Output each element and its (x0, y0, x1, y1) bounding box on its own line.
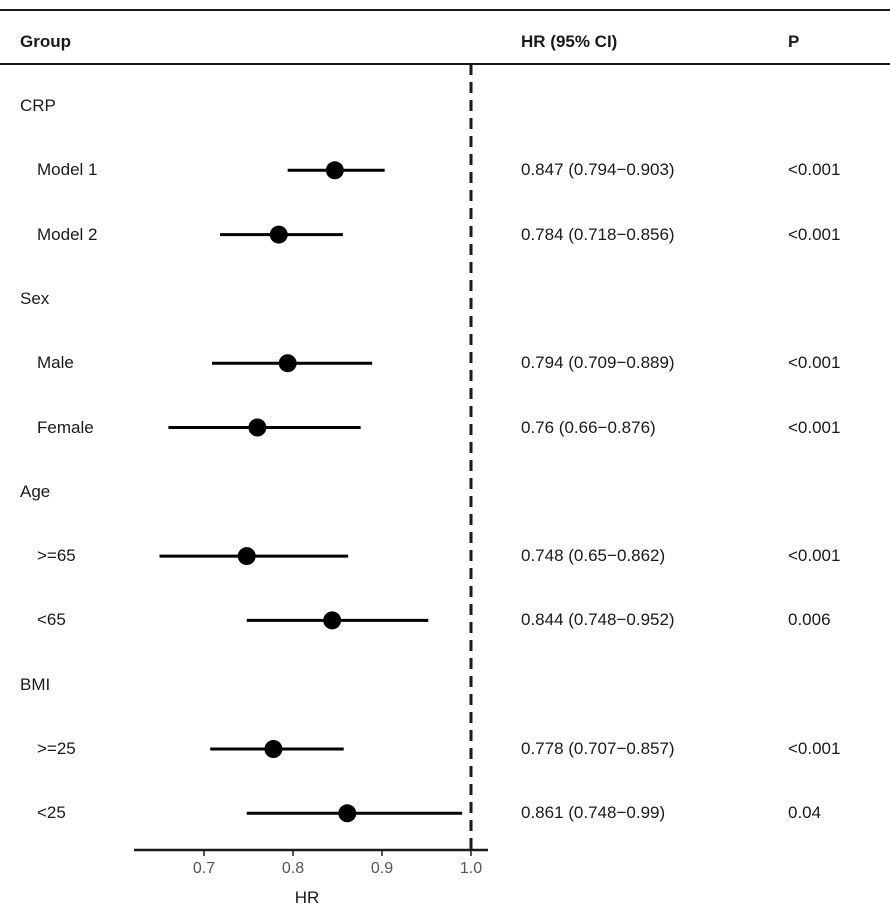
hr-ci-text: 0.847 (0.794−0.903) (521, 160, 675, 180)
row-label: Male (37, 353, 74, 373)
hr-point (323, 611, 342, 630)
group-label: CRP (20, 96, 56, 115)
hr-ci-text: 0.784 (0.718−0.856) (521, 224, 675, 244)
hr-ci-text: 0.794 (0.709−0.889) (521, 353, 675, 373)
x-tick-label: 0.9 (371, 860, 393, 877)
row-label: Female (37, 417, 94, 437)
p-value: <0.001 (788, 546, 841, 566)
hr-point (338, 804, 357, 823)
hr-ci-text: 0.748 (0.65−0.862) (521, 546, 666, 566)
p-value: <0.001 (788, 417, 841, 437)
p-value: <0.001 (788, 739, 841, 758)
header-p: P (788, 32, 800, 51)
p-value: 0.04 (788, 803, 822, 823)
row-label: >=65 (37, 546, 76, 566)
row-label: >=25 (37, 739, 76, 758)
row-label: <25 (37, 803, 66, 823)
hr-point (278, 354, 297, 373)
hr-ci-text: 0.861 (0.748−0.99) (521, 803, 666, 823)
group-label: BMI (20, 674, 51, 694)
p-value: 0.006 (788, 610, 831, 630)
hr-point (237, 547, 256, 566)
hr-ci-text: 0.76 (0.66−0.876) (521, 417, 656, 437)
row-label: <65 (37, 610, 66, 630)
header-rule (0, 63, 890, 65)
hr-point (325, 161, 344, 180)
hr-ci-text: 0.778 (0.707−0.857) (521, 739, 675, 758)
top-rule (0, 9, 890, 11)
p-value: <0.001 (788, 224, 841, 244)
p-value: <0.001 (788, 160, 841, 180)
row-label: Model 1 (37, 160, 98, 180)
x-tick-label: 0.8 (282, 860, 304, 877)
x-tick-label: 1.0 (460, 860, 482, 877)
x-axis-label: HR (295, 888, 320, 907)
row-label: Model 2 (37, 224, 98, 244)
p-value: <0.001 (788, 353, 841, 373)
hr-point (264, 740, 283, 758)
group-label: Age (20, 481, 51, 501)
x-tick-label: 0.7 (193, 860, 215, 877)
header-group: Group (20, 32, 71, 51)
hr-point (248, 418, 267, 437)
header-hr-ci: HR (95% CI) (521, 32, 618, 51)
hr-ci-text: 0.844 (0.748−0.952) (521, 610, 675, 630)
group-label: Sex (20, 288, 50, 308)
hr-point (269, 225, 288, 244)
